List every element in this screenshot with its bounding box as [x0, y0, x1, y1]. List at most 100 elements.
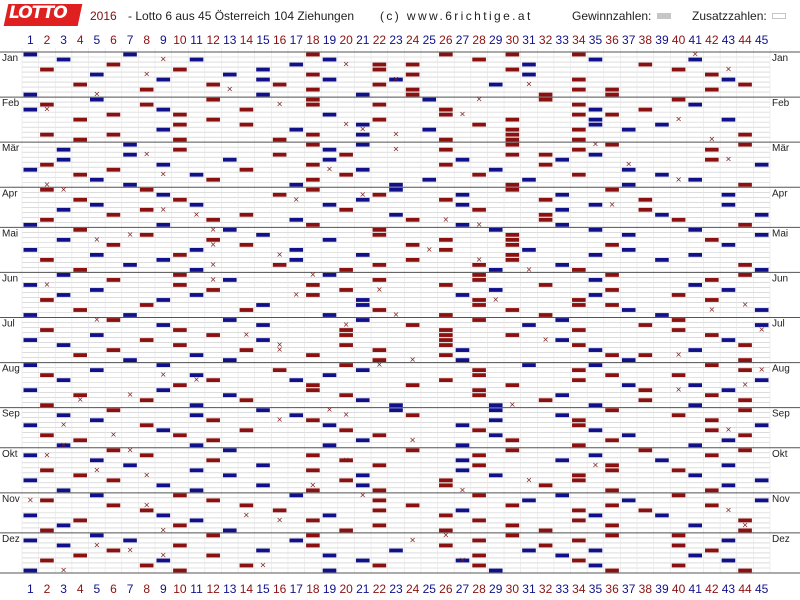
winning-number-mark: [655, 513, 669, 518]
winning-number-mark: [306, 383, 320, 388]
month-label: Mai: [2, 228, 18, 239]
winning-number-mark: [372, 463, 387, 468]
winning-number-mark: [106, 62, 121, 67]
winning-number-mark: [306, 518, 320, 523]
winning-number-mark: [23, 538, 38, 543]
winning-number-mark: [56, 543, 71, 548]
winning-number-mark: [572, 518, 586, 523]
winning-number-mark: [721, 538, 736, 543]
winning-number-mark: [173, 433, 187, 438]
winning-number-mark: [139, 398, 154, 403]
winning-number-mark: [306, 293, 320, 297]
winning-number-mark: [572, 423, 586, 428]
x-tick-label-top: 33: [556, 33, 570, 47]
winning-number-mark: [239, 107, 254, 112]
winning-number-mark: [289, 413, 304, 418]
supplementary-number-mark: ×: [276, 100, 283, 109]
winning-number-mark: [40, 403, 54, 408]
winning-number-mark: [738, 368, 752, 373]
supplementary-number-mark: ×: [476, 220, 483, 229]
winning-number-mark: [455, 468, 470, 473]
winning-number-mark: [123, 313, 137, 317]
x-tick-label-bottom: 44: [738, 582, 752, 596]
winning-number-mark: [139, 563, 154, 568]
winning-number-mark: [555, 263, 570, 267]
winning-number-mark: [40, 132, 54, 137]
winning-number-mark: [572, 137, 586, 142]
winning-number-mark: [439, 137, 453, 142]
winning-number-mark: [505, 152, 520, 157]
supplementary-number-mark: ×: [393, 310, 400, 319]
winning-number-mark: [56, 488, 71, 493]
x-tick-label-top: 24: [406, 33, 420, 47]
winning-number-mark: [339, 172, 353, 177]
winning-number-mark: [688, 283, 703, 287]
winning-number-mark: [472, 207, 486, 212]
winning-number-mark: [372, 488, 387, 493]
winning-number-mark: [73, 353, 87, 357]
winning-number-mark: [339, 288, 353, 292]
winning-number-mark: [522, 323, 536, 327]
winning-number-mark: [705, 503, 719, 508]
x-tick-label-bottom: 39: [655, 582, 669, 596]
winning-number-mark: [189, 373, 204, 378]
supplementary-number-mark: ×: [542, 335, 549, 344]
supplementary-number-mark: ×: [226, 85, 233, 94]
month-label: Sep: [772, 409, 790, 420]
winning-number-mark: [538, 528, 553, 533]
x-tick-label-top: 17: [290, 33, 304, 47]
supplementary-number-mark: ×: [443, 215, 450, 224]
x-tick-label-bottom: 15: [256, 582, 270, 596]
winning-number-mark: [405, 448, 420, 453]
winning-number-mark: [705, 428, 719, 433]
x-tick-label-bottom: 36: [605, 582, 619, 596]
winning-number-mark: [339, 152, 353, 157]
winning-number-mark: [372, 278, 387, 282]
winning-number-mark: [372, 498, 387, 503]
supplementary-number-mark: ×: [393, 145, 400, 154]
winning-number-mark: [588, 363, 603, 368]
supplementary-number-mark: ×: [276, 345, 283, 354]
month-label: Dez: [772, 534, 790, 545]
winning-number-mark: [73, 227, 87, 232]
winning-number-mark: [156, 162, 171, 167]
winning-number-mark: [189, 353, 204, 357]
supplementary-number-mark: ×: [459, 555, 466, 564]
x-tick-label-bottom: 29: [489, 582, 503, 596]
supplementary-number-mark: ×: [160, 370, 167, 379]
winning-number-mark: [23, 52, 38, 57]
month-label: Feb: [2, 98, 20, 109]
winning-number-mark: [106, 167, 121, 172]
winning-number-mark: [721, 463, 736, 468]
winning-number-mark: [472, 518, 486, 523]
winning-number-mark: [256, 232, 270, 237]
supplementary-number-mark: ×: [44, 450, 51, 459]
winning-number-mark: [239, 308, 254, 312]
winning-number-mark: [372, 263, 387, 267]
supplementary-number-mark: ×: [758, 325, 765, 334]
supplementary-number-mark: ×: [326, 165, 333, 174]
winning-number-mark: [754, 268, 769, 272]
month-label: Okt: [2, 449, 18, 460]
winning-number-mark: [322, 157, 337, 162]
winning-number-mark: [372, 563, 387, 568]
supplementary-number-mark: ×: [276, 415, 283, 424]
winning-number-mark: [655, 458, 669, 463]
winning-number-mark: [289, 127, 304, 132]
winning-number-mark: [339, 478, 353, 483]
winning-number-mark: [206, 418, 220, 423]
winning-number-mark: [738, 398, 752, 403]
supplementary-number-mark: ×: [326, 405, 333, 414]
winning-number-mark: [389, 77, 403, 82]
x-tick-label-top: 30: [506, 33, 520, 47]
winning-number-mark: [705, 87, 719, 92]
supplementary-number-mark: ×: [310, 480, 317, 489]
x-tick-label-top: 15: [256, 33, 270, 47]
supplementary-number-mark: ×: [376, 360, 383, 369]
winning-number-mark: [621, 247, 636, 252]
winning-number-mark: [505, 232, 520, 237]
winning-number-mark: [721, 117, 736, 122]
winning-number-mark: [306, 543, 320, 548]
winning-number-mark: [239, 167, 254, 172]
winning-number-mark: [189, 468, 204, 473]
